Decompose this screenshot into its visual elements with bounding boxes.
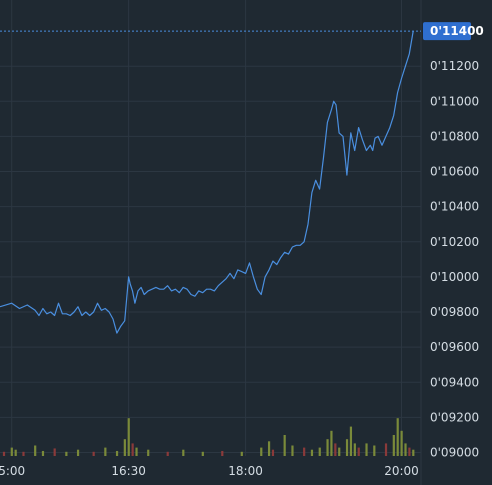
volume-bar: [115, 450, 119, 456]
y-tick-label: 0'10200: [430, 235, 479, 249]
volume-bar: [334, 443, 337, 456]
volume-bar: [135, 447, 138, 456]
y-tick-label: 0'10800: [430, 129, 479, 143]
volume-bar: [127, 418, 130, 456]
volume-bar: [303, 447, 306, 456]
volume-bar: [22, 451, 25, 456]
y-tick-label: 0'10000: [430, 270, 479, 284]
volume-bar: [330, 430, 333, 456]
volume-bar: [104, 447, 107, 456]
volume-bar: [260, 447, 263, 456]
volume-bar: [131, 443, 134, 456]
volume-bar: [373, 445, 376, 456]
volume-layer: [2, 418, 415, 456]
y-axis: 0'11200 0'11000 0'10800 0'10600 0'10400 0'102…: [430, 59, 479, 459]
volume-bar: [221, 450, 224, 456]
x-tick-label: 18:00: [228, 464, 263, 478]
volume-bar: [412, 449, 415, 456]
volume-bar: [182, 449, 185, 456]
volume-bar: [338, 447, 341, 456]
volume-bar: [14, 449, 17, 456]
volume-bar: [345, 439, 349, 456]
volume-bar: [123, 439, 126, 456]
last-price-tag-label: 0'11400: [430, 24, 484, 38]
y-tick-label: 0'09400: [430, 375, 479, 389]
y-tick-label: 0'11200: [430, 59, 479, 73]
volume-bar: [41, 450, 45, 456]
volume-bar: [240, 451, 243, 456]
volume-bar: [76, 449, 80, 456]
volume-bar: [408, 447, 411, 456]
y-tick-label: 0'09600: [430, 340, 479, 354]
volume-bar: [326, 439, 329, 456]
volume-bar: [384, 443, 388, 456]
x-tick-label: 16:30: [111, 464, 146, 478]
volume-bar: [353, 443, 356, 456]
series-layer: [0, 30, 414, 334]
y-tick-label: 0'09200: [430, 410, 479, 424]
grid-layer: [0, 0, 422, 485]
volume-bar: [53, 448, 56, 456]
last-price-tag: 0'11400: [423, 22, 484, 41]
volume-bar: [166, 451, 169, 456]
volume-bar: [357, 447, 360, 456]
volume-bar: [291, 445, 294, 456]
volume-bar: [34, 445, 37, 456]
y-tick-label: 0'10600: [430, 165, 479, 179]
price-series-line: [0, 30, 414, 334]
volume-bar: [2, 451, 6, 456]
volume-bar: [365, 443, 368, 456]
x-axis: 5:00 16:30 18:00 20:00: [0, 464, 419, 478]
last-price-tag-background: [423, 22, 471, 41]
volume-bar: [201, 451, 204, 456]
volume-bar: [271, 449, 275, 456]
x-tick-label: 20:00: [384, 464, 419, 478]
volume-bar: [267, 441, 271, 456]
volume-bar: [349, 426, 353, 456]
volume-bar: [318, 447, 321, 456]
y-tick-label: 0'09800: [430, 305, 479, 319]
y-tick-label: 0'11000: [430, 94, 479, 108]
volume-bar: [283, 435, 286, 456]
volume-bar: [65, 451, 68, 456]
volume-bar: [392, 435, 395, 456]
volume-bar: [310, 449, 314, 456]
volume-bar: [92, 451, 95, 456]
volume-bar: [147, 449, 150, 456]
y-tick-label: 0'10400: [430, 200, 479, 214]
x-tick-label: 5:00: [0, 464, 25, 478]
y-tick-label: 0'09000: [430, 445, 479, 459]
volume-bar: [404, 443, 407, 456]
volume-bar: [396, 418, 399, 456]
volume-bar: [400, 430, 403, 456]
volume-bar: [10, 447, 13, 456]
